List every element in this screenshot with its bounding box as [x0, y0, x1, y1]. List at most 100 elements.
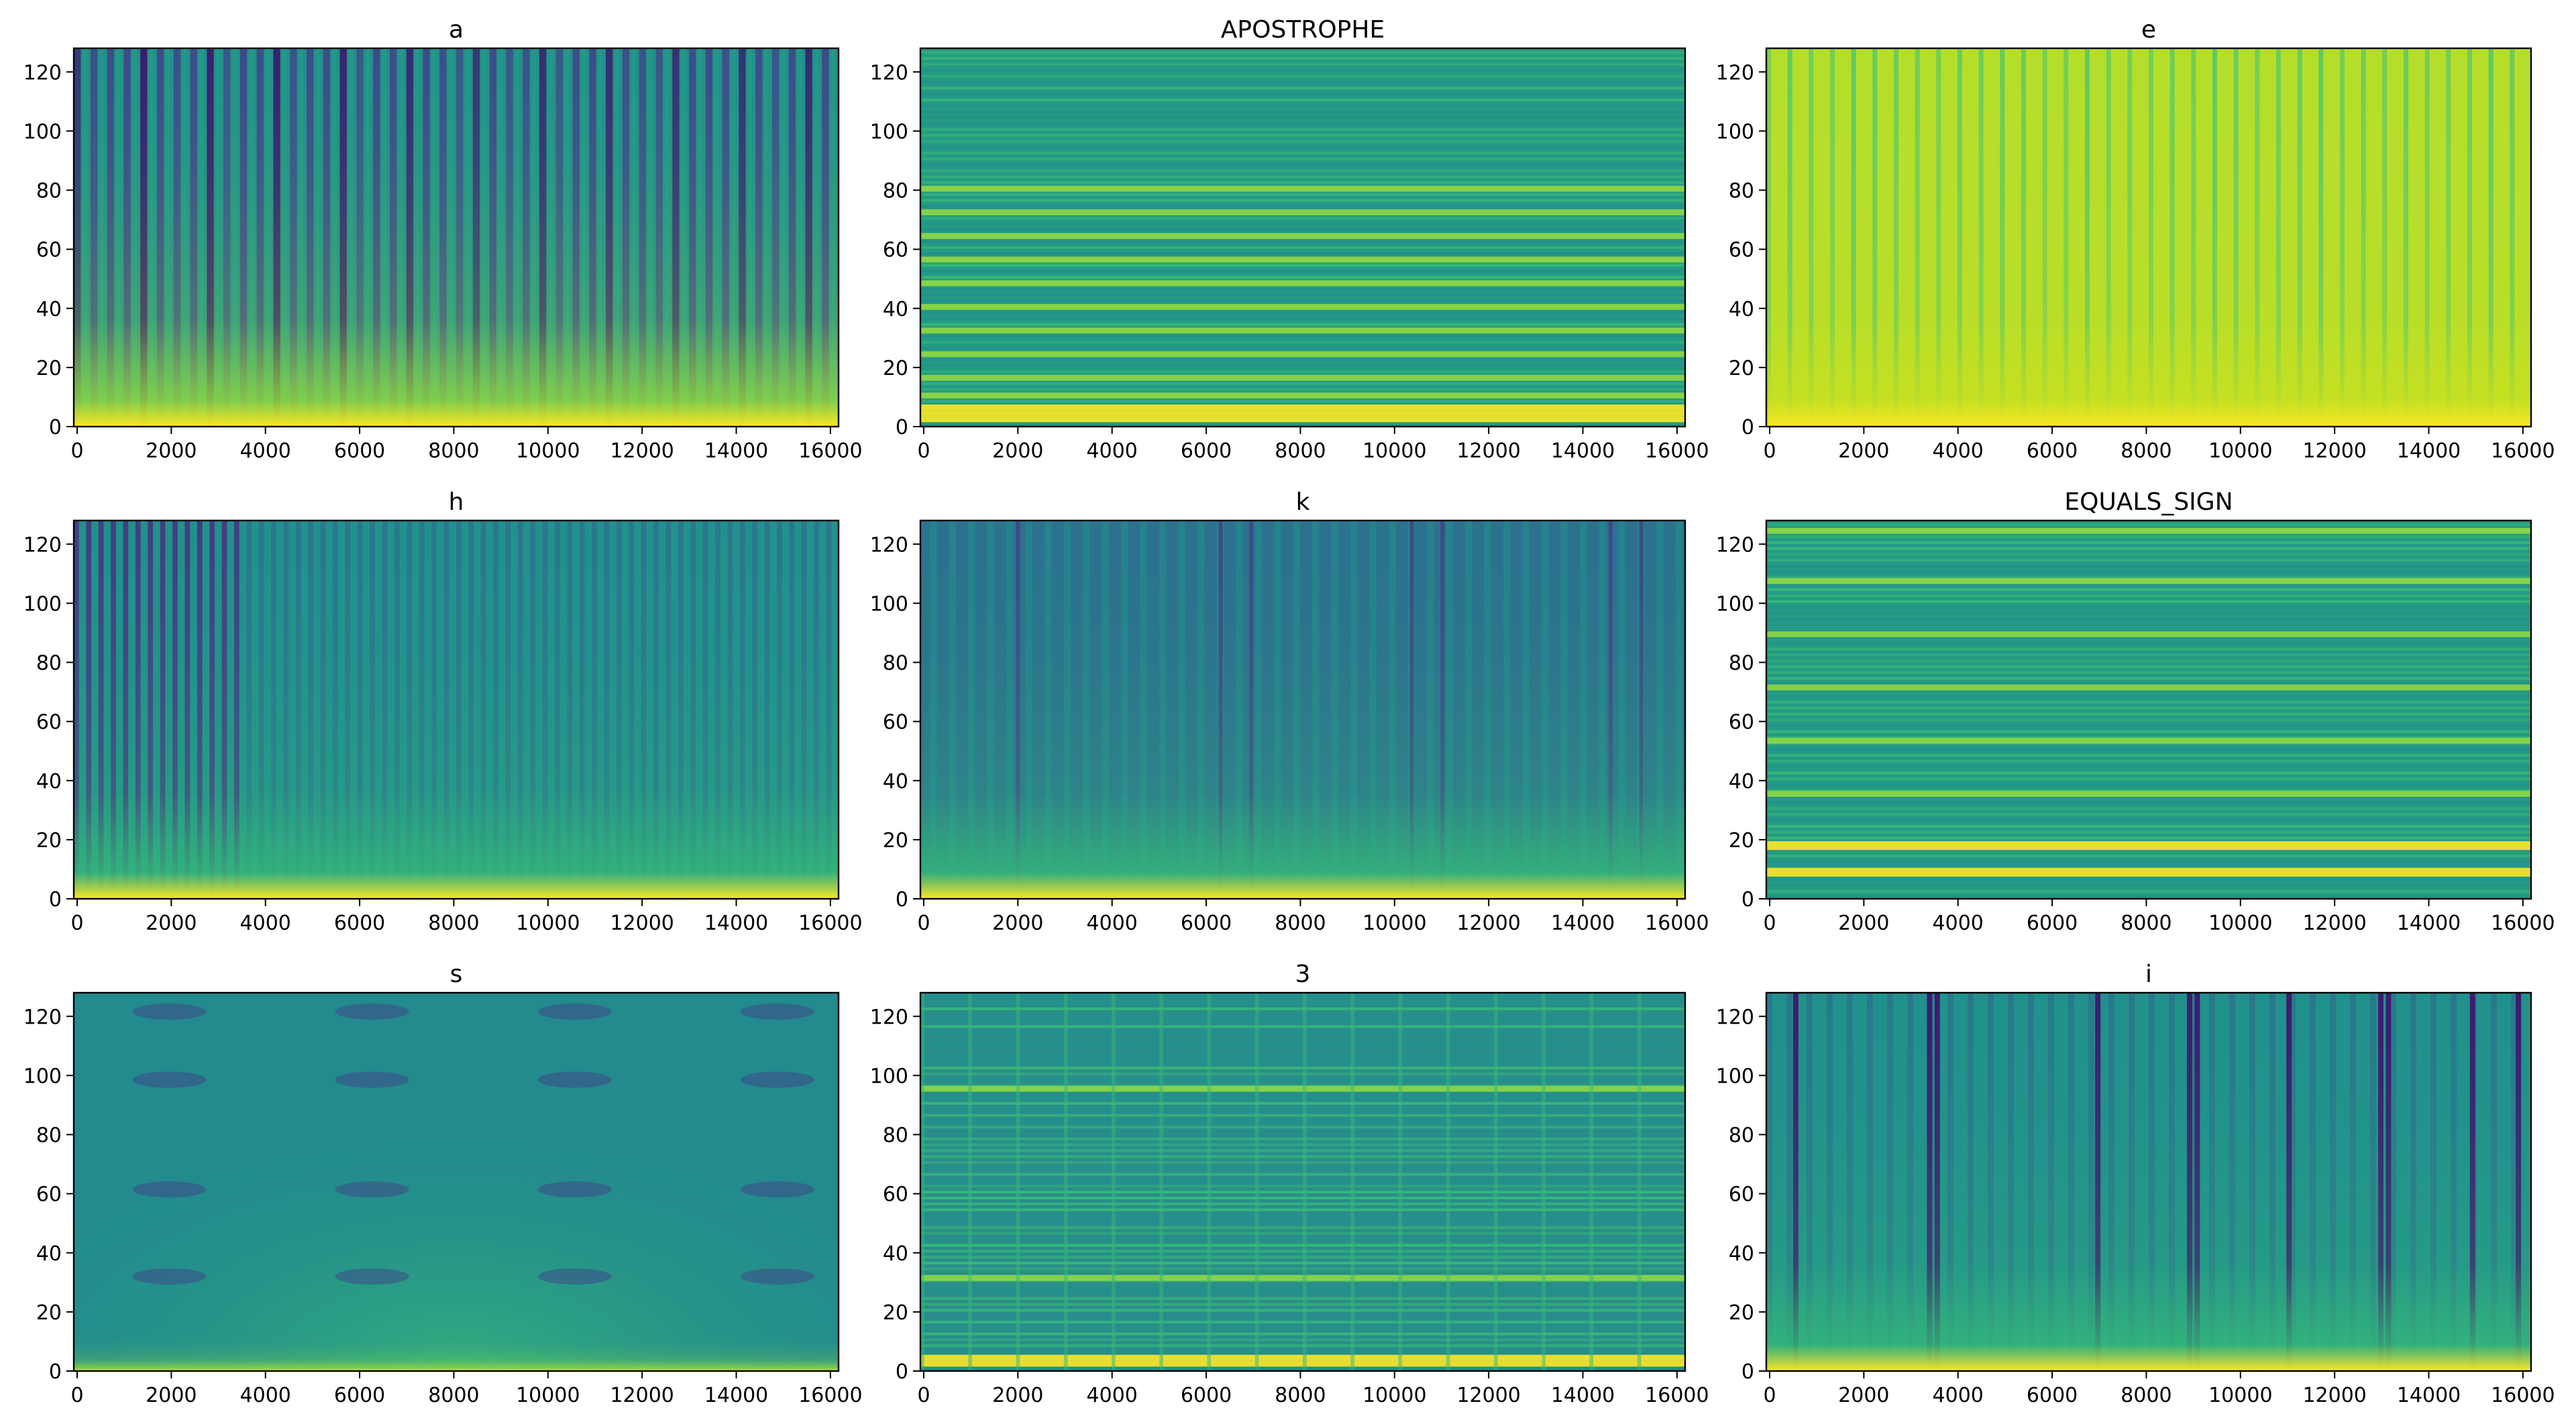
- x-tick-label: 4000: [1087, 439, 1138, 463]
- x-tick-label: 14000: [2397, 1384, 2461, 1407]
- chart-title: i: [2145, 961, 2152, 988]
- spectrogram-image: [74, 48, 839, 427]
- x-tick-label: 2000: [992, 912, 1043, 935]
- x-tick-label: 6000: [1181, 1384, 1232, 1407]
- x-tick-label: 14000: [704, 912, 768, 935]
- y-tick-label: 20: [36, 357, 62, 380]
- chart-title: 3: [1295, 961, 1311, 988]
- x-tick-label: 16000: [1645, 439, 1709, 463]
- x-tick-label: 10000: [2208, 912, 2272, 935]
- y-tick-label: 120: [23, 533, 62, 557]
- x-tick-label: 4000: [1087, 912, 1138, 935]
- spectrogram-image: [1766, 48, 2531, 427]
- x-tick-label: 12000: [610, 912, 674, 935]
- y-tick-label: 0: [896, 888, 908, 912]
- x-tick-label: 12000: [1456, 1384, 1520, 1407]
- chart-panel: k 0 2000 4000 6000 8000 10000 12000 14000 16000 0 2…: [870, 488, 1709, 935]
- x-tick-label: 4000: [1933, 439, 1984, 463]
- y-tick-label: 80: [883, 180, 908, 203]
- y-tick-label: 0: [49, 416, 62, 439]
- x-tick-label: 10000: [1362, 1384, 1426, 1407]
- x-tick-label: 2000: [992, 439, 1043, 463]
- x-tick-label: 6000: [2027, 439, 2078, 463]
- x-tick-label: 4000: [240, 912, 291, 935]
- x-tick-label: 8000: [428, 439, 479, 463]
- y-tick-label: 100: [870, 1064, 908, 1088]
- spectrogram-image: [74, 993, 839, 1371]
- x-tick-label: 6000: [334, 1384, 385, 1407]
- x-tick-label: 14000: [2397, 912, 2461, 935]
- x-tick-label: 8000: [428, 912, 479, 935]
- y-tick-label: 80: [883, 652, 908, 675]
- y-tick-label: 20: [36, 1301, 62, 1325]
- y-tick-label: 20: [1729, 1301, 1754, 1325]
- x-tick-label: 14000: [1551, 1384, 1615, 1407]
- y-tick-label: 120: [23, 1005, 62, 1029]
- axes-frame: [919, 991, 1686, 1372]
- x-tick-label: 8000: [1275, 1384, 1326, 1407]
- y-tick-label: 80: [36, 1124, 62, 1148]
- axes-frame: [72, 991, 840, 1372]
- chart-title: APOSTROPHE: [1221, 16, 1385, 44]
- y-tick-label: 40: [1729, 1242, 1754, 1266]
- x-tick-label: 8000: [2121, 1384, 2171, 1407]
- y-tick-label: 40: [36, 298, 62, 321]
- x-tick-label: 14000: [704, 1384, 768, 1407]
- y-tick-label: 0: [49, 888, 62, 912]
- x-tick-label: 8000: [1275, 439, 1326, 463]
- y-tick-label: 0: [1741, 888, 1754, 912]
- x-tick-label: 0: [70, 439, 83, 463]
- y-tick-label: 120: [870, 61, 908, 85]
- y-tick-label: 80: [1729, 180, 1754, 203]
- x-tick-label: 0: [917, 1384, 930, 1407]
- x-tick-label: 6000: [2027, 912, 2078, 935]
- x-tick-label: 14000: [2397, 439, 2461, 463]
- chart-panel: i 0 2000 4000 6000 8000 10000 12000 14000 16000 0 2…: [1716, 961, 2555, 1407]
- y-tick-label: 60: [36, 711, 62, 734]
- x-tick-label: 12000: [1456, 912, 1520, 935]
- x-tick-label: 12000: [2302, 1384, 2366, 1407]
- x-tick-label: 2000: [146, 1384, 197, 1407]
- spectrogram-image: [1766, 993, 2531, 1371]
- axes-frame: [1765, 991, 2532, 1372]
- y-tick-label: 60: [883, 239, 908, 262]
- x-tick-label: 12000: [610, 439, 674, 463]
- y-tick-label: 20: [883, 829, 908, 853]
- x-tick-label: 2000: [1838, 912, 1889, 935]
- spectrogram-image: [920, 48, 1685, 427]
- chart-panel: s 0 2000 4000 6000 8000 10000 12000 14000 16000 0 2…: [23, 961, 863, 1407]
- chart-title: k: [1296, 488, 1310, 516]
- y-tick-label: 60: [883, 711, 908, 734]
- x-tick-label: 6000: [2027, 1384, 2078, 1407]
- y-tick-label: 60: [883, 1183, 908, 1207]
- x-tick-label: 10000: [516, 1384, 580, 1407]
- chart-title: EQUALS_SIGN: [2064, 488, 2233, 516]
- y-tick-label: 20: [883, 1301, 908, 1325]
- chart-title: a: [449, 16, 464, 44]
- x-tick-label: 16000: [2491, 912, 2555, 935]
- y-tick-label: 100: [1716, 120, 1754, 144]
- y-tick-label: 0: [1741, 416, 1754, 439]
- y-tick-label: 100: [1716, 592, 1754, 616]
- y-tick-label: 40: [883, 770, 908, 794]
- x-tick-label: 6000: [1181, 439, 1232, 463]
- y-tick-label: 60: [1729, 239, 1754, 262]
- y-tick-label: 20: [883, 357, 908, 380]
- x-tick-label: 10000: [516, 439, 580, 463]
- y-tick-label: 120: [1716, 61, 1754, 85]
- x-tick-label: 4000: [1087, 1384, 1138, 1407]
- x-tick-label: 12000: [610, 1384, 674, 1407]
- y-tick-label: 60: [1729, 1183, 1754, 1207]
- y-tick-label: 60: [1729, 711, 1754, 734]
- spectrogram-image: [920, 521, 1685, 899]
- x-tick-label: 12000: [1456, 439, 1520, 463]
- y-tick-label: 40: [883, 1242, 908, 1266]
- chart-title: h: [449, 488, 464, 516]
- x-tick-label: 10000: [1362, 912, 1426, 935]
- spectrogram-image: [920, 993, 1685, 1371]
- chart-title: s: [450, 961, 463, 988]
- x-tick-label: 16000: [1645, 1384, 1709, 1407]
- x-tick-label: 8000: [2121, 439, 2171, 463]
- x-tick-label: 14000: [1551, 439, 1615, 463]
